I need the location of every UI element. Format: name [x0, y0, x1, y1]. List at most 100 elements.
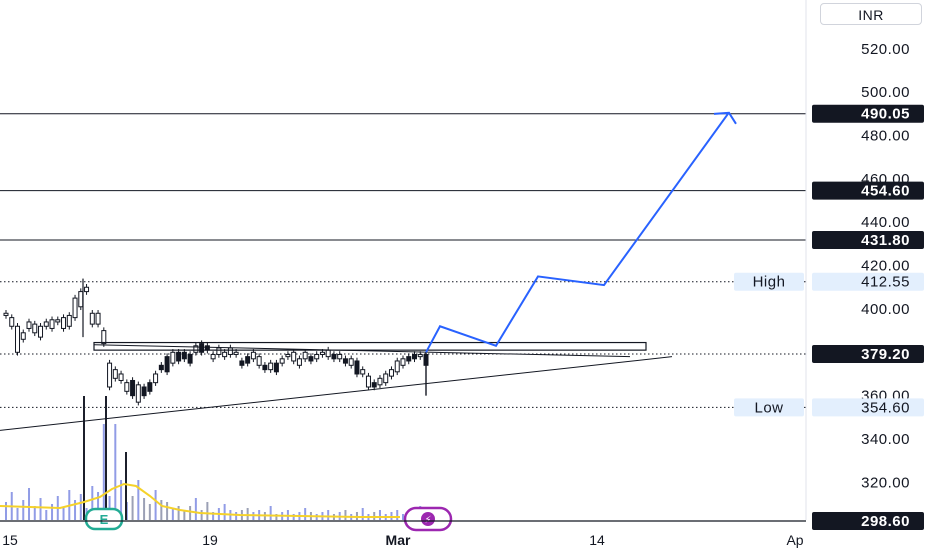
candle-body [325, 349, 331, 358]
candle-body [411, 353, 417, 360]
candle-body [365, 375, 371, 388]
volume-bar [269, 506, 272, 520]
volume-bar [275, 514, 278, 520]
y-axis: 520.00500.00480.00460.00440.00420.00400.… [805, 0, 910, 520]
price-tag-bg [734, 272, 804, 291]
candle-body [9, 317, 15, 327]
candle-body [95, 312, 101, 325]
candle-body [118, 373, 124, 381]
volume-bar [137, 480, 140, 520]
candle-body [170, 351, 176, 364]
candle-body [107, 362, 113, 388]
volume-bar [62, 508, 65, 520]
candle-body [43, 321, 49, 327]
drawings: E⚡ [0, 111, 737, 532]
candle-body [210, 353, 216, 360]
x-tick-label: Mar [386, 532, 411, 548]
volume-bar [51, 504, 54, 520]
candle-body [158, 364, 164, 371]
earnings-badge[interactable]: E [84, 507, 124, 531]
price-badge-bg [812, 272, 924, 291]
volume-bar [102, 424, 105, 520]
candle-body [360, 369, 366, 375]
candle-body [176, 351, 182, 362]
price-badge: 431.80 [812, 230, 924, 249]
volume-bar [16, 508, 19, 520]
candle-body [302, 351, 308, 360]
volume-bar [120, 480, 123, 520]
candle-body [153, 373, 159, 384]
y-tick-label: 500.00 [861, 84, 910, 101]
price-badge: 454.60 [812, 181, 924, 200]
candle-body [61, 317, 67, 329]
candle-body [371, 382, 377, 388]
candle-body [15, 325, 21, 353]
candle-body [181, 351, 187, 360]
price-badge-bg [812, 230, 924, 249]
volume-bar [390, 512, 393, 520]
candle-body [187, 353, 193, 364]
price-badge-value: 454.60 [861, 183, 910, 200]
y-tick-label: 340.00 [861, 431, 910, 448]
candle-body [319, 351, 325, 355]
volume-bar [97, 492, 100, 520]
candle-body [130, 379, 136, 397]
candle-body [135, 384, 141, 403]
volume-bar [83, 396, 85, 520]
candle-body [417, 353, 423, 358]
candle-body [66, 314, 72, 327]
volume-bar [125, 452, 127, 520]
candle-body [49, 319, 55, 329]
price-badges: 490.05 454.60 431.80 412.55 High 379.20 354.60… [734, 104, 924, 530]
candle-body [101, 330, 107, 345]
projection-arrowhead [713, 111, 737, 125]
volume-bar [166, 502, 169, 520]
price-badge-bg [812, 398, 924, 417]
candle-body [72, 297, 78, 319]
price-badge-bg [812, 345, 924, 364]
candle-body [256, 356, 262, 366]
volume-bar [194, 498, 197, 520]
candle-body [204, 345, 210, 351]
candle-body [377, 377, 383, 386]
volume-bar [235, 512, 238, 520]
earnings-badge-bg [84, 507, 124, 531]
candle-body [400, 358, 406, 366]
earnings-badge-label: E [100, 512, 109, 527]
candle-body [342, 358, 348, 364]
y-tick-label: 320.00 [861, 474, 910, 491]
candle-body [331, 353, 337, 360]
volume-bar [401, 514, 404, 520]
x-tick-label: 15 [2, 532, 18, 548]
x-tick-label: 19 [202, 532, 218, 548]
price-badge-value: 354.60 [861, 399, 910, 416]
price-badge-value: 490.05 [861, 106, 910, 123]
candle-body [26, 321, 32, 329]
candle-body [84, 286, 90, 293]
volume-bar [189, 506, 192, 520]
volume-ma-line [0, 482, 400, 518]
candle-body [147, 382, 153, 392]
candle-body [233, 351, 239, 355]
candle-body [216, 347, 222, 355]
currency-selector[interactable]: INR [820, 3, 922, 25]
candle-body [227, 347, 233, 355]
price-badge-value: 298.60 [861, 513, 910, 530]
candle-body [279, 358, 285, 364]
candle-body [239, 360, 245, 366]
candle-body [38, 325, 44, 338]
candle-body [222, 351, 228, 358]
volume-bar [373, 512, 376, 520]
dividend-badge[interactable]: ⚡ [403, 506, 453, 532]
candle-body [245, 356, 251, 364]
volume-bar [91, 486, 94, 520]
volume-bar [200, 510, 203, 520]
volume-bar [33, 506, 36, 520]
candle-body [383, 373, 389, 384]
candle-body [296, 358, 302, 366]
y-tick-label: 420.00 [861, 258, 910, 275]
price-badge: 298.60 [812, 512, 924, 530]
y-tick-label: 400.00 [861, 301, 910, 318]
candle-body [291, 351, 297, 362]
